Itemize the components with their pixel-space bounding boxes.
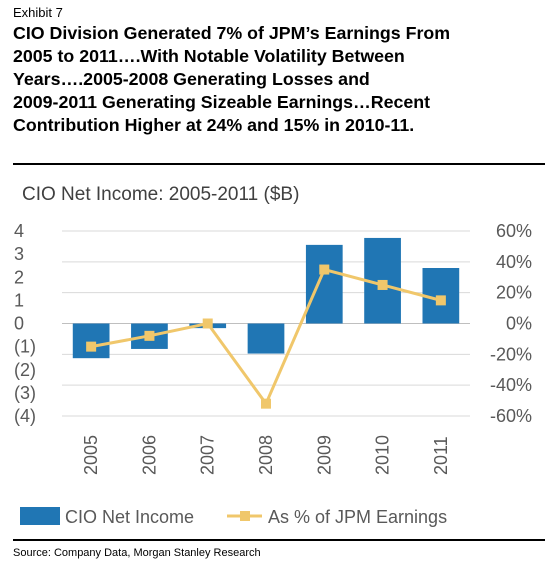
left-tick-label: 1	[14, 290, 24, 310]
right-tick-label: -20%	[490, 344, 532, 364]
x-tick-label: 2008	[256, 435, 276, 475]
percent-point-2010	[377, 279, 388, 290]
x-tick-label: 2006	[139, 435, 159, 475]
left-tick-label: 3	[14, 244, 24, 264]
left-tick-label: 4	[14, 221, 24, 241]
legend-line-label: As % of JPM Earnings	[268, 507, 447, 527]
percent-point-2008	[261, 398, 271, 409]
bar-2009	[305, 244, 343, 324]
x-axis: 2005 2006 2007 2008 2009 2010 2011	[81, 435, 451, 475]
headline-line: Contribution Higher at 24% and 15% in 20…	[13, 115, 415, 135]
x-tick-label: 2011	[431, 436, 451, 475]
percent-point-2005	[86, 341, 97, 352]
right-tick-label: 40%	[496, 252, 532, 272]
headline: CIO Division Generated 7% of JPM’s Earni…	[13, 22, 553, 137]
right-axis: 60% 40% 20% 0% -20% -40% -60%	[490, 221, 532, 426]
x-tick-label: 2007	[198, 435, 218, 475]
percent-point-2009	[319, 264, 330, 275]
bar-2008	[247, 323, 285, 354]
left-tick-label: (1)	[14, 337, 36, 357]
percent-point-2006	[144, 330, 155, 341]
headline-line: 2009-2011 Generating Sizeable Earnings…R…	[13, 92, 431, 112]
x-tick-label: 2009	[314, 435, 334, 475]
right-tick-label: 60%	[496, 221, 532, 241]
exhibit-label: Exhibit 7	[13, 5, 63, 20]
left-axis: 4 3 2 1 0 (1) (2) (3) (4)	[14, 221, 36, 426]
left-tick-label: (2)	[14, 360, 36, 380]
left-tick-label: (3)	[14, 383, 36, 403]
legend-bar-label: CIO Net Income	[65, 507, 194, 527]
right-tick-label: -40%	[490, 375, 532, 395]
top-divider	[13, 163, 545, 165]
percent-point-2007	[202, 318, 213, 329]
headline-line: Years….2005-2008 Generating Losses and	[13, 69, 370, 89]
right-tick-label: 20%	[496, 283, 532, 303]
x-tick-label: 2005	[81, 435, 101, 475]
headline-line: CIO Division Generated 7% of JPM’s Earni…	[13, 23, 451, 43]
percent-point-2011	[435, 295, 446, 306]
right-tick-label: 0%	[506, 314, 532, 334]
x-tick-label: 2010	[373, 435, 393, 475]
right-tick-label: -60%	[490, 406, 532, 426]
bar-2005	[72, 323, 110, 359]
gridlines	[62, 230, 470, 417]
left-tick-label: 2	[14, 267, 24, 287]
legend: CIO Net Income As % of JPM Earnings	[20, 507, 447, 527]
left-tick-label: 0	[14, 314, 24, 334]
headline-line: 2005 to 2011….With Notable Volatility Be…	[13, 46, 405, 66]
source-note: Source: Company Data, Morgan Stanley Res…	[13, 547, 261, 559]
legend-bar-swatch	[20, 507, 60, 525]
chart-title: CIO Net Income: 2005-2011 ($B)	[22, 184, 299, 205]
legend-line-marker	[240, 511, 250, 521]
left-tick-label: (4)	[14, 406, 36, 426]
bottom-divider	[13, 539, 545, 541]
percent-line	[86, 264, 446, 409]
